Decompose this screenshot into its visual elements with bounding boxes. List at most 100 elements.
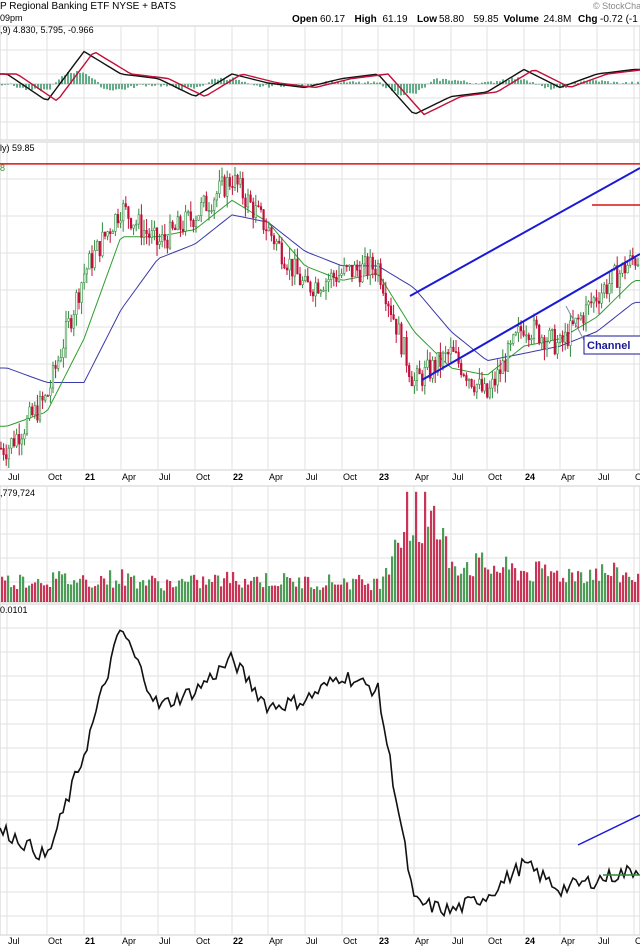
volume-bar [460, 573, 463, 602]
candle-body [2, 448, 5, 455]
volume-bar [211, 582, 214, 602]
volume-bar [10, 587, 13, 602]
candle-body [163, 234, 166, 241]
candle-body [361, 263, 364, 283]
candle-body [181, 228, 185, 232]
candle-body [436, 351, 439, 373]
x-tick-label: Jul [8, 472, 20, 482]
candle-body [324, 281, 328, 291]
volume-bar [607, 574, 610, 602]
macd-histogram-bar [1, 84, 3, 86]
macd-histogram-bar [370, 83, 372, 84]
candle-body [465, 375, 468, 381]
macd-histogram-bar [31, 84, 33, 91]
macd-histogram-bar [625, 82, 627, 84]
macd-histogram-bar [106, 84, 108, 90]
volume-bar [436, 539, 439, 602]
candle-body [189, 211, 192, 221]
candle-body [332, 272, 335, 278]
candle-body [475, 384, 478, 393]
candle-body [441, 352, 445, 367]
candle-body [184, 211, 187, 232]
candle-body [161, 234, 164, 242]
volume-bar [376, 578, 379, 602]
candle-body [582, 315, 585, 324]
volume-bar [100, 575, 103, 602]
x-tick-label: Oct [343, 936, 358, 946]
volume-bar [103, 578, 106, 602]
volume-bar [208, 579, 211, 602]
candle-body [283, 263, 286, 269]
candle-body [150, 230, 153, 238]
candle-body [597, 300, 601, 304]
macd-histogram-bar [586, 81, 588, 84]
candle-body [434, 359, 437, 373]
candle-body [402, 337, 406, 355]
candle-body [512, 334, 515, 344]
volume-bar [403, 532, 406, 602]
macd-histogram-bar [394, 84, 396, 92]
volume-bar [469, 575, 472, 602]
macd-histogram-bar [91, 78, 93, 84]
volume-bar [373, 578, 376, 602]
candle-body [366, 256, 369, 276]
volume-bar [58, 571, 61, 602]
candle-body [249, 194, 252, 203]
candle-body [345, 265, 348, 267]
macd-histogram-bar [262, 84, 264, 87]
x-tick-label: 23 [379, 936, 389, 946]
candle-body [10, 438, 13, 449]
candle-body [64, 321, 68, 349]
candle-body [33, 405, 36, 416]
volume-bar [133, 575, 136, 602]
volume-bar [475, 553, 478, 602]
quote-value: 61.19 [383, 14, 408, 25]
volume-bar [112, 587, 115, 602]
candle-body [155, 227, 159, 245]
candle-body [460, 363, 463, 376]
candle-body [410, 376, 413, 387]
volume-bar [511, 563, 514, 602]
volume-bar [235, 580, 238, 602]
macd-histogram-bar [310, 84, 312, 86]
volume-bar [463, 567, 466, 602]
candle-body [350, 264, 354, 277]
volume-bar [337, 584, 340, 602]
candle-body [504, 360, 507, 372]
macd-histogram-bar [256, 84, 258, 86]
macd-histogram-bar [4, 84, 6, 85]
macd-histogram-bar [121, 84, 123, 90]
macd-histogram-bar [448, 80, 450, 84]
macd-histogram-bar [376, 82, 378, 84]
volume-bar [40, 583, 43, 602]
candle-body [486, 383, 489, 398]
volume-bar [340, 584, 343, 602]
volume-bar [397, 542, 400, 602]
volume-bar [634, 581, 637, 602]
volume-bar [184, 581, 187, 602]
volume-bar [274, 585, 277, 602]
candle-body [262, 209, 265, 231]
candle-body [592, 297, 595, 304]
candle-body [340, 273, 343, 276]
macd-histogram-bar [466, 82, 468, 84]
candle-body [540, 337, 543, 344]
macd-histogram-bar [385, 84, 387, 89]
macd-histogram-bar [520, 79, 522, 84]
volume-bar [55, 578, 58, 602]
price-panel [0, 163, 640, 468]
volume-bar [214, 574, 217, 602]
volume-bar [148, 579, 151, 602]
volume-bar [574, 581, 577, 602]
volume-bar [196, 579, 199, 602]
candle-body [444, 352, 447, 354]
candle-body [545, 341, 549, 350]
candle-body [319, 290, 322, 294]
candle-body [483, 383, 486, 392]
volume-bar [589, 569, 592, 602]
volume-bar [406, 491, 409, 602]
macd-histogram-bar [616, 81, 618, 84]
macd-histogram-bar [247, 83, 249, 84]
candle-body [135, 223, 138, 226]
volume-bar [544, 564, 547, 602]
